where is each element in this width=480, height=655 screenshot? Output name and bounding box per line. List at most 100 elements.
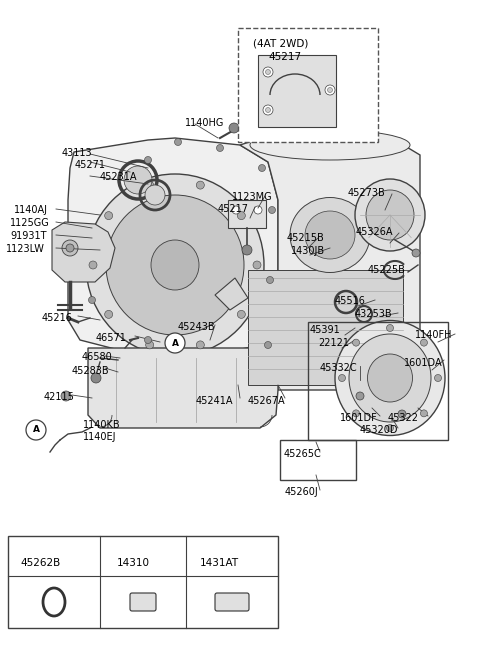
Text: 1123LW: 1123LW — [6, 244, 45, 254]
Circle shape — [420, 410, 428, 417]
Circle shape — [386, 324, 394, 331]
Ellipse shape — [368, 354, 412, 402]
FancyBboxPatch shape — [215, 593, 249, 611]
Circle shape — [327, 88, 333, 92]
Text: A: A — [171, 339, 179, 348]
Circle shape — [105, 310, 113, 318]
Circle shape — [62, 240, 78, 256]
Text: 43113: 43113 — [62, 148, 93, 158]
Text: 45217: 45217 — [268, 52, 301, 62]
Circle shape — [338, 375, 346, 381]
Circle shape — [145, 341, 154, 349]
Text: 45216: 45216 — [42, 313, 73, 323]
Text: 91931T: 91931T — [10, 231, 47, 241]
Text: 45217: 45217 — [218, 204, 249, 214]
Circle shape — [237, 310, 245, 318]
Text: 1430JB: 1430JB — [291, 246, 325, 256]
Text: 45322: 45322 — [388, 413, 419, 423]
Bar — [280, 440, 356, 480]
Bar — [238, 28, 378, 142]
Circle shape — [229, 123, 239, 133]
Circle shape — [91, 373, 101, 383]
Bar — [308, 322, 448, 440]
Circle shape — [165, 333, 185, 353]
Text: 14310: 14310 — [117, 558, 150, 568]
Circle shape — [253, 261, 261, 269]
Circle shape — [196, 181, 204, 189]
Circle shape — [356, 392, 364, 400]
Bar — [248, 270, 403, 385]
Circle shape — [259, 164, 265, 172]
Circle shape — [264, 341, 272, 348]
Text: 45243B: 45243B — [178, 322, 216, 332]
Text: 1140HG: 1140HG — [185, 118, 224, 128]
Circle shape — [237, 212, 245, 219]
Text: 1125GG: 1125GG — [10, 218, 50, 228]
Text: 1140FH: 1140FH — [415, 330, 453, 340]
Circle shape — [88, 297, 96, 303]
Text: 1431AT: 1431AT — [200, 558, 239, 568]
Circle shape — [325, 85, 335, 95]
Ellipse shape — [106, 195, 244, 335]
Text: 1123MG: 1123MG — [232, 192, 273, 202]
Text: 1140EJ: 1140EJ — [83, 432, 117, 442]
Ellipse shape — [290, 198, 370, 272]
Circle shape — [263, 105, 273, 115]
Text: (4AT 2WD): (4AT 2WD) — [253, 38, 308, 48]
Text: 45320D: 45320D — [360, 425, 398, 435]
Circle shape — [398, 410, 406, 418]
Circle shape — [216, 145, 224, 151]
Circle shape — [144, 157, 152, 164]
Text: 1140AJ: 1140AJ — [14, 205, 48, 215]
FancyBboxPatch shape — [130, 593, 156, 611]
Ellipse shape — [366, 190, 414, 240]
Ellipse shape — [335, 320, 445, 436]
Text: 45283B: 45283B — [72, 366, 109, 376]
Text: 1601DF: 1601DF — [340, 413, 378, 423]
Text: 45267A: 45267A — [248, 396, 286, 406]
Circle shape — [352, 410, 360, 417]
Text: 45271: 45271 — [75, 160, 106, 170]
Text: 45231A: 45231A — [100, 172, 137, 182]
Text: 42115: 42115 — [44, 392, 75, 402]
Text: 45326A: 45326A — [356, 227, 394, 237]
Circle shape — [352, 339, 360, 346]
Text: 45516: 45516 — [335, 296, 366, 306]
Text: 45215B: 45215B — [287, 233, 325, 243]
Circle shape — [242, 245, 252, 255]
Ellipse shape — [151, 240, 199, 290]
Circle shape — [266, 276, 274, 284]
Text: 45260J: 45260J — [285, 487, 319, 497]
Text: 45265C: 45265C — [284, 449, 322, 459]
Text: 45241A: 45241A — [196, 396, 233, 406]
Text: 45225B: 45225B — [368, 265, 406, 275]
Polygon shape — [68, 138, 278, 358]
Text: 45262B: 45262B — [20, 558, 60, 568]
Ellipse shape — [250, 130, 410, 160]
Circle shape — [420, 339, 428, 346]
Text: 22121: 22121 — [318, 338, 349, 348]
Circle shape — [232, 206, 240, 214]
Polygon shape — [240, 130, 420, 390]
Circle shape — [268, 206, 276, 214]
Ellipse shape — [305, 211, 355, 259]
Circle shape — [263, 67, 273, 77]
Circle shape — [254, 206, 262, 214]
Text: 46571: 46571 — [96, 333, 127, 343]
Bar — [258, 55, 336, 127]
Circle shape — [89, 261, 97, 269]
Ellipse shape — [86, 174, 264, 356]
Circle shape — [175, 138, 181, 145]
Ellipse shape — [124, 166, 152, 194]
Circle shape — [265, 107, 271, 113]
Circle shape — [66, 244, 74, 252]
Text: 45332C: 45332C — [320, 363, 358, 373]
Bar — [8, 536, 278, 628]
Ellipse shape — [355, 179, 425, 251]
Text: 43253B: 43253B — [355, 309, 393, 319]
Circle shape — [26, 420, 46, 440]
Bar — [228, 200, 266, 228]
Text: 45273B: 45273B — [348, 188, 386, 198]
Polygon shape — [215, 278, 248, 310]
Text: 1601DA: 1601DA — [404, 358, 443, 368]
